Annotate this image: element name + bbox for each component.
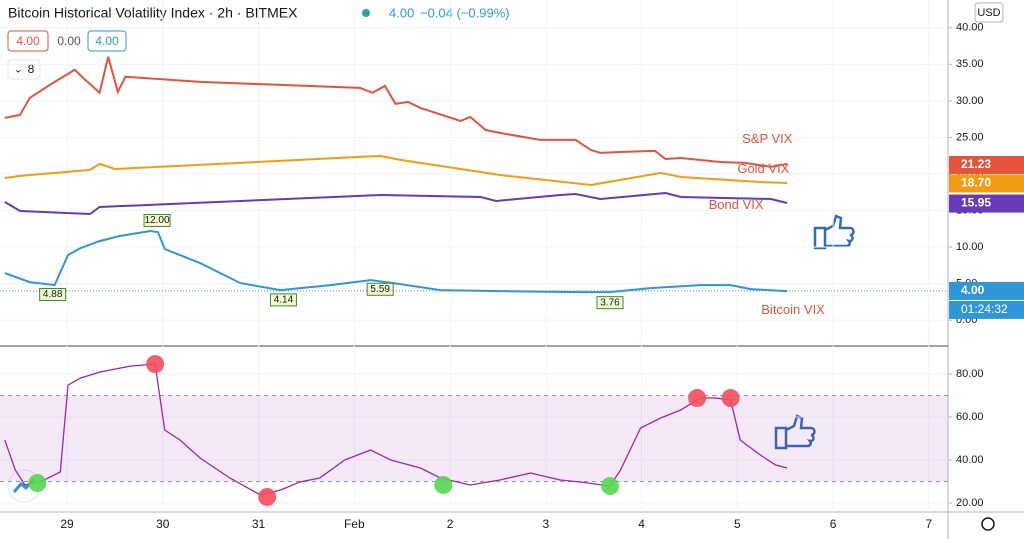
band [0,395,948,482]
input-box[interactable] [87,30,127,52]
price-tag [949,174,1024,193]
signal-marker [600,476,619,495]
y-tick-label: 40.00 [956,22,984,34]
series-label: Bond VIX [709,197,764,212]
length-box[interactable] [7,59,41,80]
series-label: S&P VIX [742,131,793,146]
y-tick-label: 20.00 [956,497,984,509]
x-tick-label: 29 [60,517,74,531]
series-label: Gold VIX [737,161,789,176]
x-tick-label: 31 [252,517,266,531]
x-tick-label: 7 [926,517,933,531]
y-tick-label: 25.00 [956,131,984,143]
series-line [4,56,788,168]
indicator-title: Bitcoin Historical Volatility Index · 2h… [8,5,298,21]
price-tag-label: 15.95 [961,196,991,210]
input-value: 4.00 [95,34,119,48]
y-tick-label: 35.00 [956,58,984,70]
price-tag [949,194,1024,213]
countdown-tag [949,300,1024,319]
annotation-flag [366,282,394,296]
series-label: Bitcoin VIX [761,302,825,317]
annotation-label: 3.76 [600,297,620,308]
annotation-label: 4.88 [43,289,63,300]
x-tick-label: 2 [447,517,454,531]
y-tick-label: 30.00 [956,95,984,107]
x-tick-label: 4 [638,517,645,531]
collapse-icon: ⌄ [14,65,22,76]
signal-marker [258,487,277,506]
annotation-label: 4.14 [274,295,294,306]
currency-box[interactable] [974,2,1004,23]
x-tick-label: 6 [830,517,837,531]
input-box[interactable] [7,30,49,52]
currency: USD [977,7,1000,19]
plot-layer [0,27,948,504]
series-line [4,229,788,294]
annotation-flag [143,213,171,227]
status-dot [362,9,370,17]
settings-icon[interactable] [981,517,995,531]
signal-marker [434,475,453,494]
series-line [4,154,788,187]
y-tick-label: 80.00 [956,368,984,380]
signal-marker [688,389,707,408]
series-line [4,191,788,216]
price-tag-label: 4.00 [961,283,985,297]
price-tag [949,155,1024,174]
price-tag [949,281,1024,300]
price-tag-label: 18.70 [961,176,991,190]
signal-marker [28,473,47,492]
annotation-flag [596,296,624,310]
x-tick-label: Feb [344,517,365,531]
indicator-value: 4.00 [389,5,414,20]
annotation-label: 12.00 [145,215,170,226]
input-value: 4.00 [16,34,40,48]
x-tick-label: 30 [156,517,170,531]
length-value: 8 [28,62,35,76]
indicator-change: −0.04 (−0.99%) [420,5,510,20]
annotation-flag [269,293,297,307]
signal-marker [721,389,740,408]
signal-marker [146,355,165,374]
countdown: 01:24:32 [961,302,1008,316]
annotation-flag [39,287,67,301]
thumb-icon [813,214,855,250]
y-tick-label: 60.00 [956,411,984,423]
input-value: 0.00 [57,34,81,48]
y-tick-label: 10.00 [956,241,984,253]
price-tag-label: 21.23 [961,157,991,171]
x-tick-label: 3 [542,517,549,531]
annotation-label: 5.59 [370,284,390,295]
x-tick-label: 5 [734,517,741,531]
y-tick-label: 40.00 [956,454,984,466]
thumb-icon [774,414,816,450]
